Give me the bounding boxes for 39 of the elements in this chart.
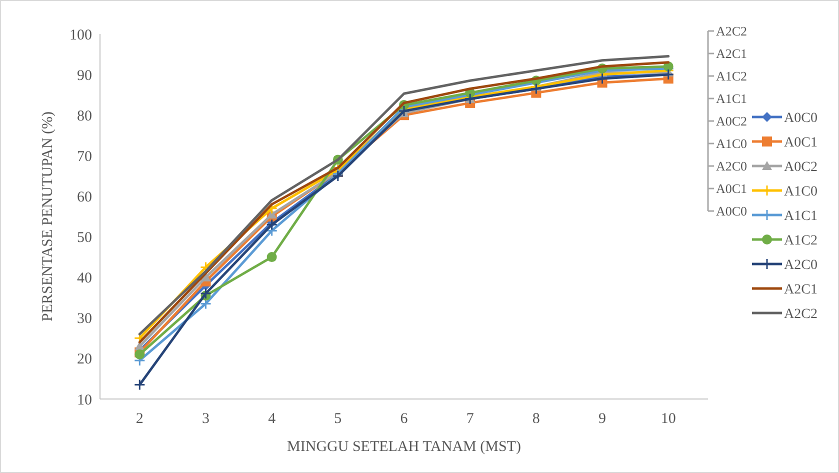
y-tick-label: 90 (77, 68, 92, 84)
category-label: A1C1 (716, 91, 748, 106)
y-tick-label: 30 (77, 311, 92, 328)
category-label: A0C0 (716, 204, 748, 219)
category-label: A1C0 (716, 136, 748, 152)
legend-label: A2C0 (784, 258, 818, 273)
x-tick-label: 6 (400, 411, 408, 427)
y-tick-label: 60 (77, 189, 92, 206)
category-label: A1C2 (716, 68, 748, 84)
legend-label: A0C1 (784, 135, 818, 150)
category-label: A2C1 (716, 46, 748, 62)
x-tick-label: 2 (136, 411, 144, 427)
x-tick-label: 5 (334, 411, 342, 427)
legend-label: A1C2 (784, 233, 818, 248)
category-label: A2C0 (716, 158, 748, 174)
y-tick-label: 40 (77, 270, 92, 287)
y-tick-label: 100 (70, 27, 92, 44)
x-tick-label: 3 (202, 411, 210, 427)
y-axis-title: PERSENTASE PENUTUPAN (%) (40, 112, 56, 322)
legend-label: A2C2 (784, 306, 818, 322)
category-label: A0C2 (716, 114, 748, 129)
y-tick-label: 50 (77, 230, 92, 246)
x-tick-label: 10 (660, 411, 676, 427)
legend-label: A0C0 (784, 110, 818, 126)
x-tick-label: 4 (268, 411, 276, 427)
x-axis-title: MINGGU SETELAH TANAM (MST) (287, 439, 521, 455)
x-tick-label: 8 (532, 411, 540, 427)
x-tick-label: 7 (466, 411, 474, 427)
category-label: A2C2 (716, 24, 748, 39)
x-tick-label: 9 (598, 411, 606, 427)
y-tick-label: 70 (77, 148, 92, 165)
legend-label: A2C1 (784, 282, 818, 298)
legend-label: A1C1 (784, 208, 818, 224)
legend-label: A1C0 (784, 184, 818, 200)
category-label: A0C1 (716, 181, 748, 196)
y-tick-label: 10 (77, 392, 92, 408)
legend-label: A0C2 (784, 160, 818, 175)
y-tick-label: 20 (77, 352, 92, 368)
y-tick-label: 80 (77, 108, 92, 124)
